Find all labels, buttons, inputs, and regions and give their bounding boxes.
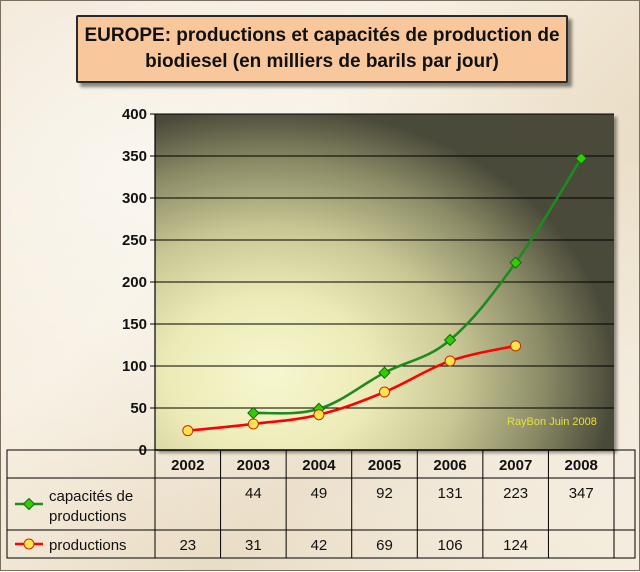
y-tick-label: 250	[122, 232, 147, 249]
y-tick-label: 200	[122, 274, 147, 291]
data-point	[378, 366, 391, 379]
data-table-value: 223	[503, 485, 528, 502]
x-category-label: 2005	[368, 457, 401, 474]
chart-title-line-2: biodiesel (en milliers de barils par jou…	[145, 51, 499, 72]
data-point	[182, 425, 194, 437]
legend-label: productions	[49, 537, 127, 554]
chart-title-line-1: EUROPE: productions et capacités de prod…	[84, 25, 560, 46]
y-tick-label: 300	[122, 190, 147, 207]
data-point	[444, 355, 456, 367]
legend-key-marker	[22, 497, 36, 511]
data-table-value: 69	[376, 537, 393, 554]
data-point	[509, 256, 522, 269]
data-table-value: 23	[179, 537, 196, 554]
data-table-value: 49	[311, 485, 328, 502]
x-category-label: 2008	[565, 457, 598, 474]
data-table-value: 44	[245, 485, 262, 502]
y-tick-label: 400	[122, 106, 147, 123]
y-tick-label: 150	[122, 316, 147, 333]
legend-label: productions	[49, 508, 127, 525]
x-category-label: 2007	[499, 457, 532, 474]
data-point	[443, 333, 457, 347]
x-category-label: 2006	[433, 457, 466, 474]
y-tick-label: 350	[122, 148, 147, 165]
x-category-label: 2002	[171, 457, 204, 474]
data-table-value: 124	[503, 537, 528, 554]
y-tick-label: 100	[122, 358, 147, 375]
data-table	[6, 449, 636, 559]
data-table-value: 31	[245, 537, 262, 554]
legend-key-marker	[23, 538, 35, 550]
x-category-label: 2004	[302, 457, 336, 474]
data-point	[379, 386, 390, 398]
watermark-text: RayBon Juin 2008	[507, 416, 597, 428]
data-table-value: 347	[569, 485, 594, 502]
data-table-value: 106	[438, 537, 463, 554]
data-table-value: 131	[438, 485, 463, 502]
data-point	[510, 340, 522, 352]
chart-title: EUROPE: productions et capacités de prod…	[76, 15, 568, 83]
x-category-label: 2003	[237, 457, 270, 474]
data-point	[247, 406, 260, 420]
data-point	[575, 152, 588, 165]
y-tick-label: 50	[130, 400, 147, 417]
data-point	[313, 409, 325, 421]
data-table-value: 42	[311, 537, 328, 554]
series-line	[187, 344, 516, 432]
data-point	[247, 418, 259, 430]
legend-label: capacités de	[49, 488, 133, 505]
data-table-value: 92	[376, 485, 393, 502]
